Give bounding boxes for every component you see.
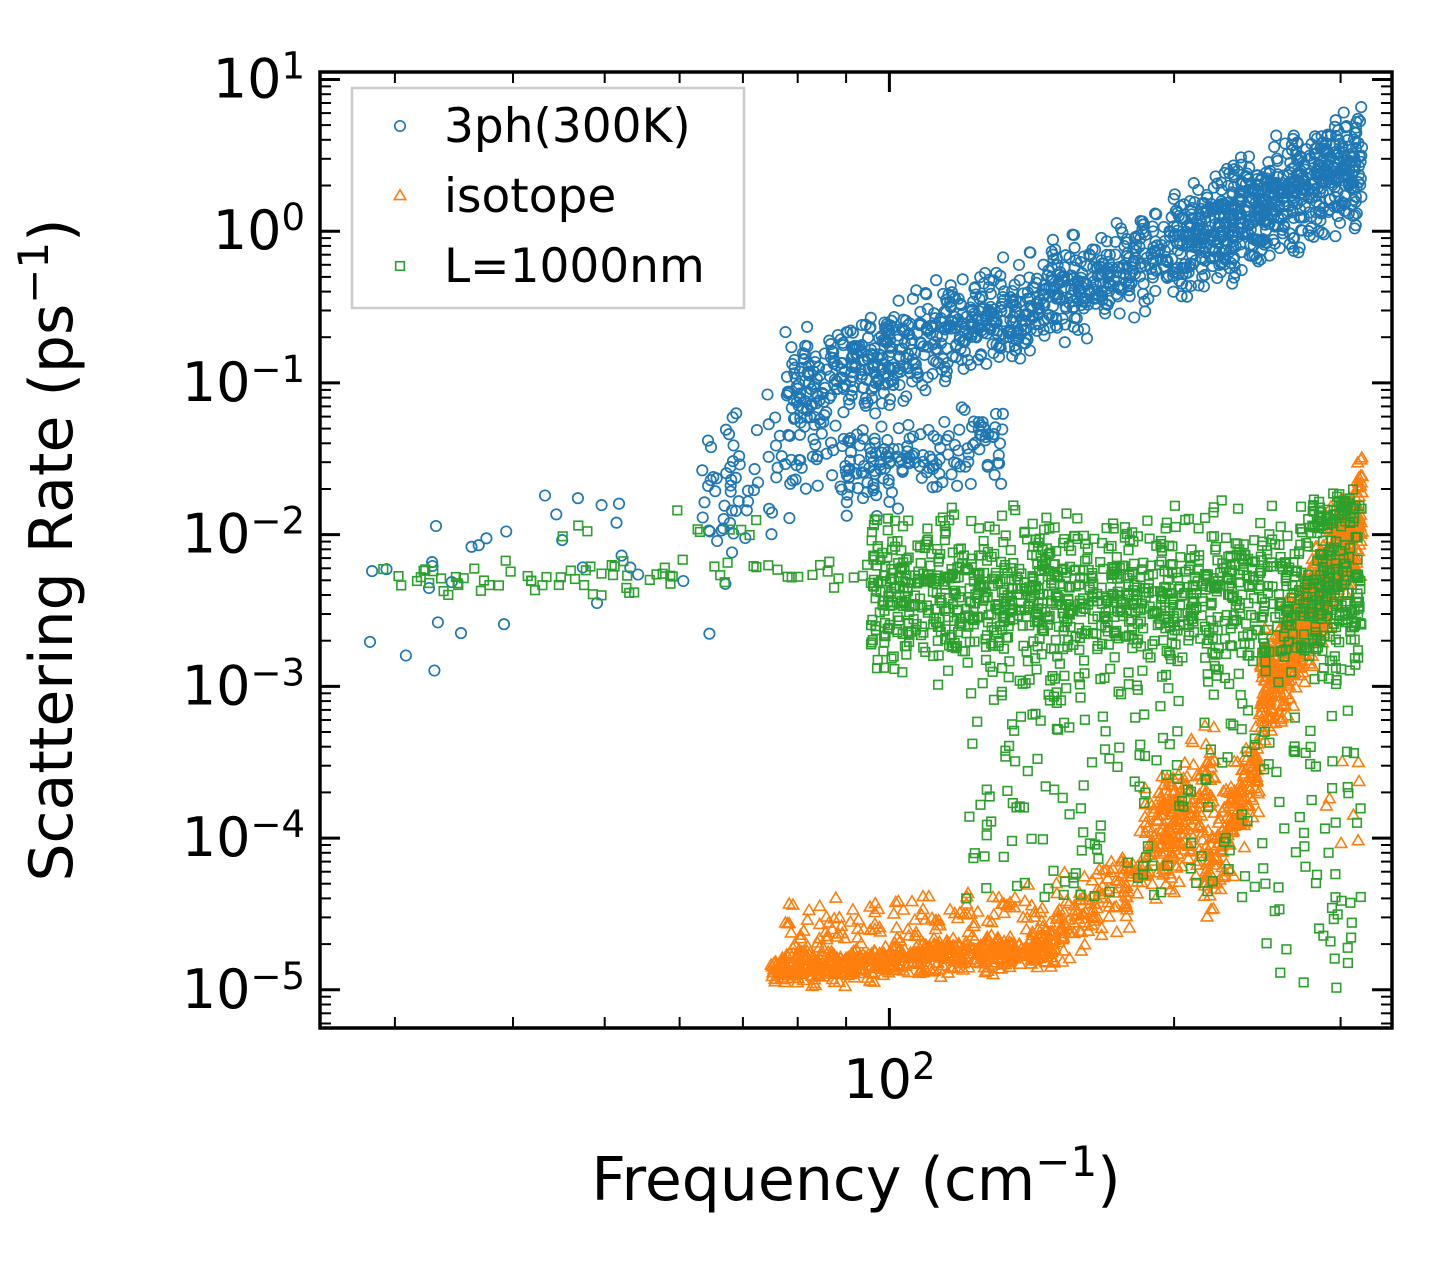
svg-text:100: 100 bbox=[213, 196, 305, 262]
svg-text:10−3: 10−3 bbox=[182, 651, 305, 717]
svg-text:Frequency (cm−1): Frequency (cm−1) bbox=[591, 1137, 1120, 1215]
svg-text:10−1: 10−1 bbox=[182, 348, 305, 414]
x-axis-label: Frequency (cm−1) bbox=[591, 1137, 1120, 1215]
legend: 3ph(300K) isotope L=1000nm bbox=[352, 88, 744, 308]
points-isotope bbox=[765, 452, 1368, 990]
y-axis-label: Scattering Rate (ps−1) bbox=[9, 218, 87, 881]
svg-text:102: 102 bbox=[843, 1045, 935, 1111]
legend-label: L=1000nm bbox=[444, 239, 705, 294]
svg-text:Scattering Rate (ps−1): Scattering Rate (ps−1) bbox=[9, 218, 87, 881]
svg-text:10−4: 10−4 bbox=[182, 803, 305, 869]
legend-label: 3ph(300K) bbox=[444, 99, 691, 154]
svg-text:10−5: 10−5 bbox=[182, 955, 305, 1021]
svg-text:101: 101 bbox=[213, 45, 305, 111]
svg-text:10−2: 10−2 bbox=[182, 500, 305, 566]
legend-label: isotope bbox=[444, 169, 616, 224]
